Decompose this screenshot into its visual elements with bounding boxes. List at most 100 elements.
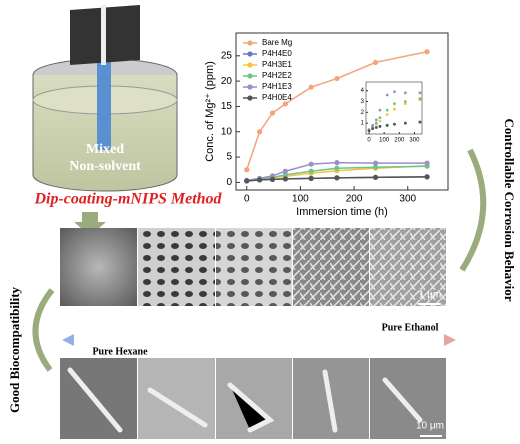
curved-arrow [459,148,487,272]
curved-arrow [32,288,55,372]
series-point [372,160,379,166]
series-point [308,161,314,167]
plot-frame [235,32,449,191]
series-point [269,176,276,182]
series-point [372,59,379,65]
series-point [282,101,288,107]
inset-x-tick-label: 0 [367,138,371,144]
series-point [257,129,263,135]
inset-x-tick-label: 200 [394,138,405,144]
inset-point [418,91,422,95]
gradient-label: Pure Ethanol [382,322,439,333]
series-point [257,177,263,183]
legend-swatch [247,73,253,79]
series-point [334,75,340,82]
x-tick-label: 100 [292,194,309,205]
x-tick-label: 200 [346,194,363,205]
y-tick-label: 15 [221,101,233,112]
inset-y-tick-label: 2 [361,110,365,116]
inset-point [371,127,375,130]
legend-label: P4H0E4 [262,93,292,102]
inset-point [385,123,389,127]
inset-point [418,120,422,124]
legend-swatch [247,62,253,68]
sem-row-bottom [60,358,446,439]
beaker: Mixed Non-solvent [32,5,178,192]
down-arrow [74,212,106,236]
inset-point [393,90,396,94]
inset-point [403,91,407,95]
inset-point [374,126,378,129]
legend-swatch [247,95,253,101]
side-label: Controllable Corrosion Behavior [502,119,517,302]
series-point [424,174,430,180]
legend-swatch [247,51,253,57]
inset-point [393,107,396,111]
y-tick-label: 5 [226,152,232,163]
scale-label: 1 μm [419,290,441,301]
series-point [282,168,288,174]
legend-swatch [247,84,253,90]
y-tick-label: 10 [221,126,233,137]
inset-point [378,125,382,128]
inset-point [378,116,382,120]
series-point [372,164,379,170]
beaker-text: Non-solvent [69,159,141,174]
scale-label: 10 μm [416,421,444,432]
series-point [308,175,314,181]
legend-label: Bare Mg [262,38,292,47]
inset-point [385,93,389,97]
inset-point [385,113,389,116]
beaker-text: Mixed [86,142,124,157]
legend-label: P4H4E0 [262,49,292,58]
inset-point [374,118,378,122]
series-point [424,49,430,55]
inset-y-tick-label: 3 [361,99,365,105]
series-point [244,167,250,173]
series-point [308,84,314,90]
series-point [282,176,288,182]
gradient-label: Pure Hexane [92,346,148,357]
inset-y-tick-label: 4 [361,88,365,94]
inset-point [374,121,378,125]
inset-point [393,122,396,126]
inset-point [385,108,389,112]
sem-row-top [60,228,446,306]
inset-y-tick-label: 1 [361,121,365,127]
legend-label: P4H3E1 [262,60,292,69]
inset-point [378,119,382,123]
legend-label: P4H1E3 [262,82,292,91]
y-tick-label: 0 [226,177,232,188]
side-label: Good Biocompatibility [7,286,22,413]
series-point [334,165,340,171]
inset-point [403,121,407,125]
inset-x-tick-label: 100 [379,138,390,144]
legend-label: P4H2E2 [262,71,292,80]
series-point [308,168,314,174]
inset-point [418,97,422,101]
inset-x-tick-label: 300 [409,138,420,144]
inset-point [371,123,375,127]
y-tick-label: 20 [221,76,233,87]
series-point [244,178,250,184]
series-point [424,160,430,166]
series-point [334,160,340,166]
x-tick-label: 0 [244,194,250,205]
inset-point [403,102,407,106]
x-axis-label: Immersion time (h) [296,206,388,218]
series-point [269,110,276,116]
series-point [372,174,379,180]
inset-point [403,100,407,103]
inset-point [367,129,371,133]
y-tick-label: 25 [221,50,233,61]
legend-swatch [247,40,253,46]
inset-point [393,102,396,106]
series-line [246,51,428,170]
inset-point [378,108,382,112]
y-axis-label: Conc. of Mg²⁺ (ppm) [204,61,216,162]
x-tick-label: 300 [399,194,416,205]
series-point [334,175,340,181]
method-title: Dip-coating-mNIPS Method [33,191,222,208]
